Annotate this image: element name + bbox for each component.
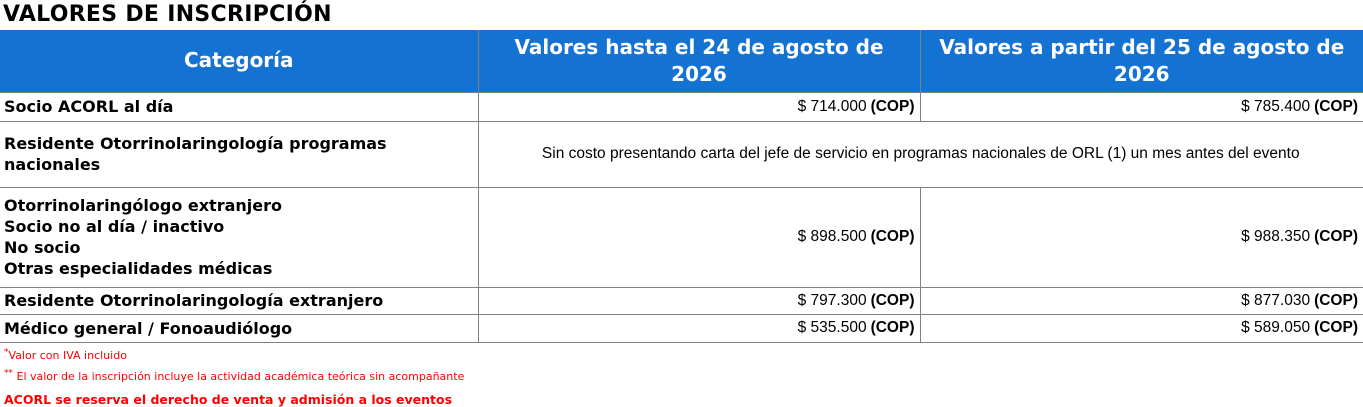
price-amount: $ 898.500	[797, 228, 867, 245]
price-amount: $ 785.400	[1241, 97, 1311, 115]
currency-label: (COP)	[1314, 291, 1358, 309]
footnote-text: ACORL se reserva el derecho de venta y a…	[4, 391, 453, 407]
category-cell: Socio ACORL al día	[0, 91, 479, 122]
page-title: VALORES DE INSCRIPCIÓN	[3, 2, 332, 27]
footnote-inscription: ** El valor de la inscripción incluye la…	[4, 367, 1363, 383]
price-amount: $ 877.030	[1241, 291, 1311, 309]
header-categoria: Categoría	[0, 30, 479, 93]
price-cell-early: $ 898.500 (COP)	[477, 186, 921, 288]
price-cell-late: $ 877.030 (COP)	[919, 286, 1363, 315]
price-cell-early: $ 714.000 (COP)	[477, 91, 921, 122]
price-cell-early: $ 797.300 (COP)	[477, 286, 921, 315]
footnote-marker: *	[4, 346, 9, 357]
footnote-acorl-rights: ACORL se reserva el derecho de venta y a…	[4, 391, 1363, 407]
table-row: Socio ACORL al día $ 714.000 (COP) $ 785.…	[0, 91, 1363, 122]
category-cell: Residente Otorrinolaringología extranjer…	[0, 286, 479, 315]
inscription-prices-table: Categoría Valores hasta el 24 de agosto …	[0, 30, 1363, 343]
category-cell: Residente Otorrinolaringología programas…	[0, 120, 479, 188]
footnote-text: Valor con IVA incluido	[8, 348, 127, 362]
footnotes: *Valor con IVA incluido ** El valor de l…	[4, 346, 1363, 407]
currency-label: (COP)	[870, 291, 915, 309]
price-amount: $ 988.350	[1241, 228, 1311, 245]
price-cell-late: $ 785.400 (COP)	[919, 91, 1363, 122]
price-cell-early: $ 535.500 (COP)	[477, 313, 921, 343]
table-row: Residente Otorrinolaringología programas…	[0, 120, 1363, 188]
table-row: Otorrinolaringólogo extranjero Socio no …	[0, 186, 1363, 288]
currency-label: (COP)	[1314, 319, 1358, 336]
currency-label: (COP)	[870, 97, 915, 115]
price-amount: $ 714.000	[797, 97, 867, 115]
price-amount: $ 535.500	[797, 319, 867, 336]
category-line: Otorrinolaringólogo extranjero	[4, 196, 282, 215]
price-amount: $ 589.050	[1241, 319, 1311, 336]
currency-label: (COP)	[870, 319, 915, 336]
no-cost-note-cell: Sin costo presentando carta del jefe de …	[477, 120, 1363, 188]
category-line: No socio	[4, 238, 81, 257]
price-amount: $ 797.300	[797, 291, 867, 309]
category-line: Otras especialidades médicas	[4, 259, 273, 278]
currency-label: (COP)	[1314, 228, 1358, 245]
footnote-iva: *Valor con IVA incluido	[4, 346, 1363, 362]
category-cell: Otorrinolaringólogo extranjero Socio no …	[0, 186, 479, 288]
category-cell: Médico general / Fonoaudiólogo	[0, 313, 479, 343]
price-cell-late: $ 988.350 (COP)	[919, 186, 1363, 288]
header-valores-hasta: Valores hasta el 24 de agosto de 2026	[477, 30, 921, 93]
footnote-marker: **	[4, 367, 13, 378]
currency-label: (COP)	[1314, 97, 1358, 115]
currency-label: (COP)	[870, 228, 915, 245]
table-row: Médico general / Fonoaudiólogo $ 535.500…	[0, 313, 1363, 343]
table-header-row: Categoría Valores hasta el 24 de agosto …	[0, 30, 1363, 93]
footnote-text: El valor de la inscripción incluye la ac…	[13, 369, 465, 383]
category-line: Socio no al día / inactivo	[4, 217, 225, 236]
price-cell-late: $ 589.050 (COP)	[919, 313, 1363, 343]
header-valores-a-partir: Valores a partir del 25 de agosto de 202…	[919, 30, 1363, 93]
table-row: Residente Otorrinolaringología extranjer…	[0, 286, 1363, 315]
